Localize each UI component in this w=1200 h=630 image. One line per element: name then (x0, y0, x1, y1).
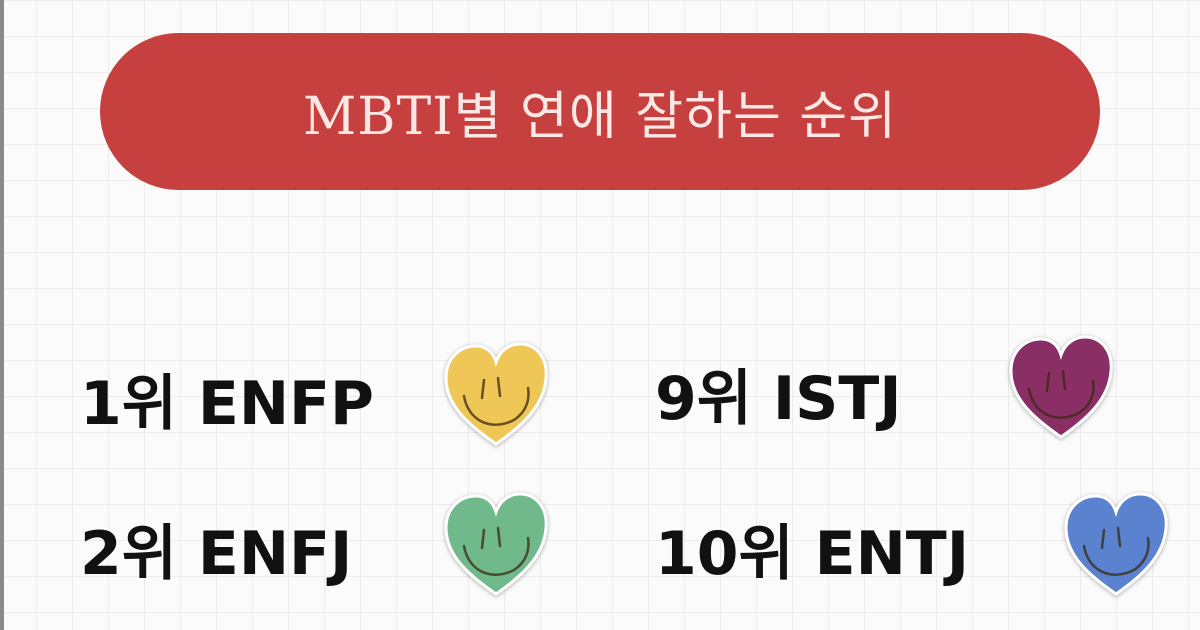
rank-item-2: 2위 ENFJ (80, 519, 353, 589)
smile-mouth (462, 386, 530, 426)
smile-mouth (1027, 379, 1095, 419)
smile-mouth (1082, 536, 1150, 576)
smile-eyes (480, 376, 502, 400)
heart-shape (1064, 492, 1168, 596)
smiley-heart-icon (1009, 335, 1113, 439)
heart-shape (444, 342, 548, 446)
heart-shape (1009, 335, 1113, 439)
left-border (0, 0, 4, 630)
rank-item-1: 1위 ENFP (80, 369, 374, 439)
smile-eyes (1045, 369, 1067, 393)
title-banner: MBTI별 연애 잘하는 순위 (100, 33, 1100, 190)
rank-item-9: 9위 ISTJ (655, 364, 902, 434)
smiley-heart-icon (444, 492, 548, 596)
smile-eyes (480, 526, 502, 550)
heart-shape (444, 492, 548, 596)
smile-eyes (1100, 526, 1122, 550)
smiley-heart-icon (444, 342, 548, 446)
page-title: MBTI별 연애 잘하는 순위 (303, 87, 897, 147)
rank-item-10: 10위 ENTJ (655, 519, 970, 589)
smile-mouth (462, 536, 530, 576)
smiley-heart-icon (1064, 492, 1168, 596)
